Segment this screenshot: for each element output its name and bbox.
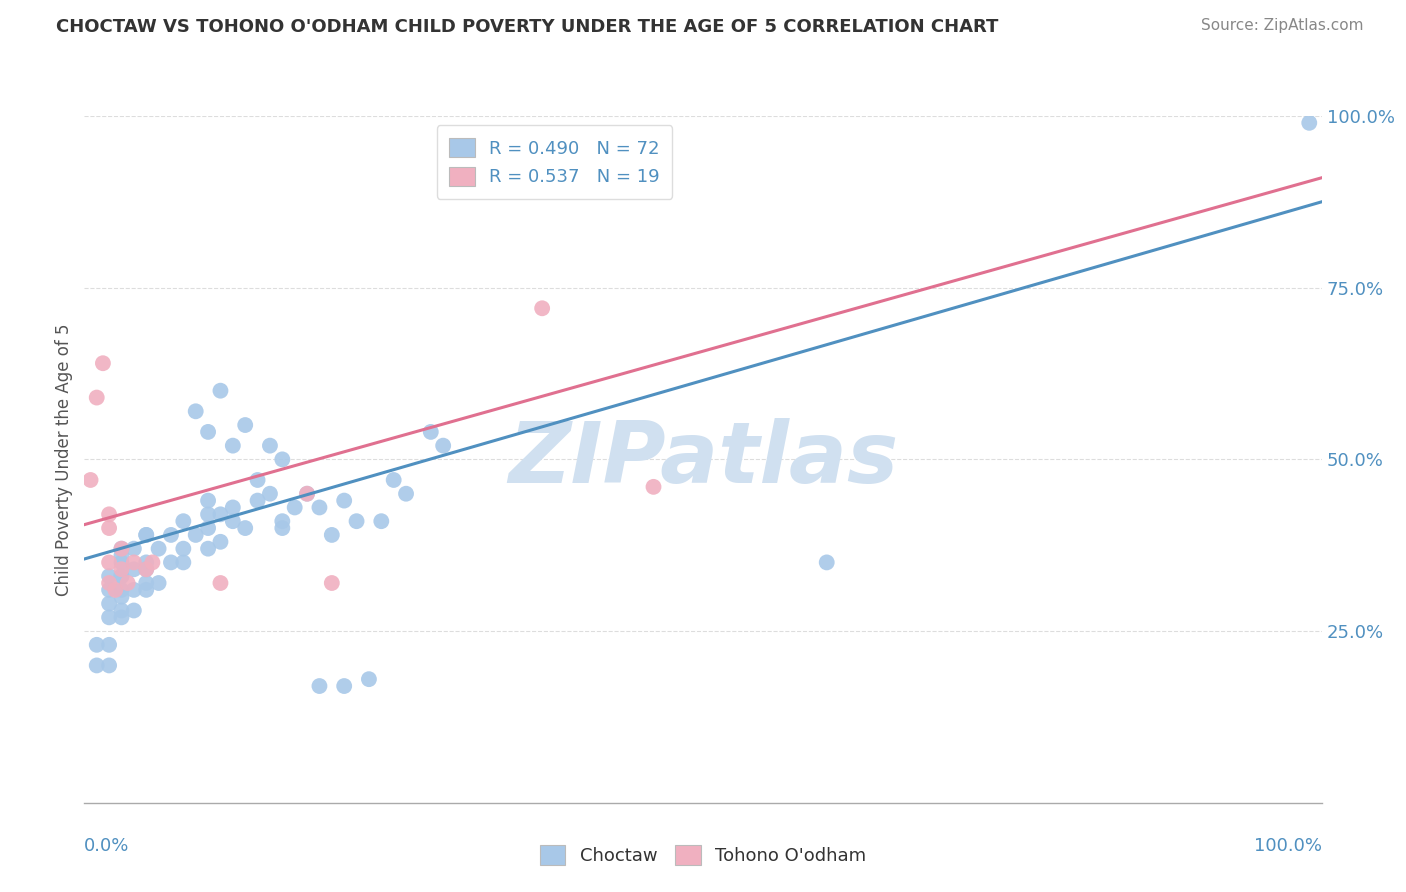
Point [271, 452, 294, 467]
Point [357, 672, 380, 686]
Point [98, 582, 121, 597]
Point [395, 487, 418, 501]
Point [160, 555, 183, 570]
Point [135, 528, 157, 542]
Point [110, 541, 132, 556]
Legend: Choctaw, Tohono O'odham: Choctaw, Tohono O'odham [529, 835, 877, 876]
Point [91, 356, 114, 370]
Point [321, 576, 343, 591]
Point [419, 425, 441, 439]
Point [222, 500, 245, 515]
Point [148, 576, 170, 591]
Point [271, 521, 294, 535]
Point [259, 487, 281, 501]
Point [259, 439, 281, 453]
Text: 100.0%: 100.0% [1254, 837, 1322, 855]
Point [197, 521, 219, 535]
Point [122, 555, 145, 570]
Point [122, 582, 145, 597]
Point [333, 679, 356, 693]
Point [98, 576, 121, 591]
Point [98, 610, 121, 624]
Point [160, 528, 183, 542]
Point [110, 569, 132, 583]
Point [86, 638, 108, 652]
Point [98, 569, 121, 583]
Point [333, 493, 356, 508]
Point [86, 391, 108, 405]
Point [98, 597, 121, 611]
Point [135, 582, 157, 597]
Point [135, 576, 157, 591]
Text: Source: ZipAtlas.com: Source: ZipAtlas.com [1201, 18, 1364, 33]
Point [172, 555, 194, 570]
Point [321, 528, 343, 542]
Point [209, 508, 232, 522]
Point [122, 603, 145, 617]
Point [209, 534, 232, 549]
Point [643, 480, 665, 494]
Point [382, 473, 405, 487]
Point [135, 555, 157, 570]
Point [135, 562, 157, 576]
Point [308, 500, 330, 515]
Point [110, 549, 132, 563]
Point [79, 473, 101, 487]
Point [432, 439, 454, 453]
Point [197, 541, 219, 556]
Point [184, 528, 207, 542]
Point [86, 658, 108, 673]
Point [209, 384, 232, 398]
Point [110, 610, 132, 624]
Point [98, 638, 121, 652]
Point [110, 541, 132, 556]
Point [284, 500, 307, 515]
Point [222, 514, 245, 528]
Point [295, 487, 318, 501]
Point [346, 514, 368, 528]
Point [122, 541, 145, 556]
Point [233, 521, 256, 535]
Point [110, 603, 132, 617]
Point [110, 582, 132, 597]
Point [271, 514, 294, 528]
Point [222, 439, 245, 453]
Point [197, 425, 219, 439]
Point [1298, 116, 1320, 130]
Point [209, 576, 232, 591]
Text: ZIPatlas: ZIPatlas [508, 417, 898, 501]
Point [117, 576, 139, 591]
Point [246, 473, 269, 487]
Point [110, 562, 132, 576]
Point [110, 555, 132, 570]
Point [370, 514, 392, 528]
Point [172, 541, 194, 556]
Point [122, 562, 145, 576]
Point [815, 555, 838, 570]
Point [98, 508, 121, 522]
Point [197, 493, 219, 508]
Text: CHOCTAW VS TOHONO O'ODHAM CHILD POVERTY UNDER THE AGE OF 5 CORRELATION CHART: CHOCTAW VS TOHONO O'ODHAM CHILD POVERTY … [56, 18, 998, 36]
Text: 0.0%: 0.0% [84, 837, 129, 855]
Point [135, 528, 157, 542]
Point [295, 487, 318, 501]
Point [110, 590, 132, 604]
Point [98, 658, 121, 673]
Point [531, 301, 554, 316]
Point [98, 521, 121, 535]
Point [184, 404, 207, 418]
Point [172, 514, 194, 528]
Point [308, 679, 330, 693]
Point [110, 569, 132, 583]
Point [197, 508, 219, 522]
Point [104, 582, 127, 597]
Point [148, 541, 170, 556]
Point [246, 493, 269, 508]
Point [233, 417, 256, 433]
Point [98, 555, 121, 570]
Point [141, 555, 163, 570]
Y-axis label: Child Poverty Under the Age of 5: Child Poverty Under the Age of 5 [55, 323, 73, 596]
Point [135, 562, 157, 576]
